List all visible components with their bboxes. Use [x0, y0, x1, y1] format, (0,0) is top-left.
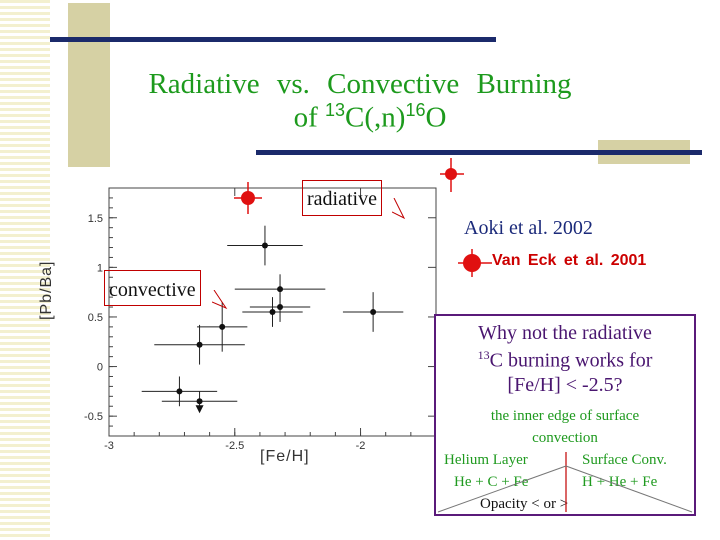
van-eck-legend-label: Van Eck et al. 2001	[492, 252, 647, 269]
convective-label: convective	[104, 270, 201, 306]
van-eck-marker-1	[234, 182, 262, 214]
right-composition: H + He + Fe	[582, 474, 658, 490]
helium-layer-label: Helium Layer	[444, 452, 528, 468]
data-point	[196, 398, 203, 405]
x-tick-label: -2	[356, 440, 366, 452]
y-tick-label: 1.5	[88, 213, 103, 225]
decorative-stripes	[0, 0, 50, 540]
y-tick-label: 0	[97, 362, 103, 374]
y-tick-label: 0.5	[88, 312, 103, 324]
van-eck-legend-marker	[458, 249, 492, 277]
slide-title-line2: of 13C(,n)16O	[293, 100, 447, 134]
question-line-3: [Fe/H] < -2.5?	[507, 374, 623, 396]
question-line-1: Why not the radiative	[478, 322, 652, 344]
question-line-2: 13C burning works for	[477, 348, 653, 372]
question-box: Why not the radiative 13C burning works …	[434, 314, 696, 516]
accent-rule-top	[50, 37, 496, 42]
data-point	[269, 309, 276, 315]
data-point	[277, 304, 284, 311]
accent-rule-bottom	[256, 150, 702, 155]
radiative-label-pointer	[392, 198, 406, 220]
data-point	[370, 309, 377, 315]
slide-title-line1: Radiative vs. Convective Burning	[148, 68, 572, 100]
upper-limit-arrow	[195, 405, 204, 414]
data-point	[277, 286, 284, 293]
data-point	[196, 341, 203, 348]
opacity-label: Opacity < or >	[480, 496, 569, 512]
radiative-label: radiative	[302, 180, 382, 216]
note-line-1: the inner edge of surface	[490, 408, 640, 424]
convective-label-pointer	[212, 290, 228, 310]
van-eck-marker-2	[440, 158, 464, 192]
y-tick-label: 1	[97, 262, 103, 274]
x-tick-label: -3	[104, 440, 114, 452]
data-point	[176, 388, 183, 395]
data-point	[261, 242, 268, 249]
accent-block-left	[68, 3, 110, 167]
surface-conv-label: Surface Conv.	[582, 452, 667, 468]
y-tick-label: -0.5	[84, 411, 103, 423]
note-line-2: convection	[532, 430, 598, 446]
layer-diagram-lines	[437, 452, 693, 513]
x-tick-label: -2.5	[225, 440, 244, 452]
data-point	[219, 323, 226, 330]
x-axis-label: [Fe/H]	[260, 448, 310, 465]
aoki-legend-label: Aoki et al. 2002	[464, 217, 593, 239]
y-axis-label: [Pb/Ba]	[38, 260, 55, 320]
plot-frame	[108, 187, 437, 437]
